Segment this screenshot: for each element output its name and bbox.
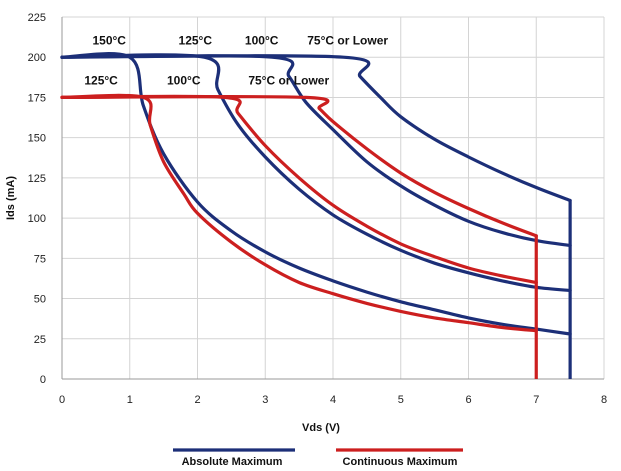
x-tick-label: 8 <box>601 394 607 406</box>
y-tick-label: 150 <box>28 133 46 145</box>
x-tick-label: 3 <box>262 394 268 406</box>
legend-label: Absolute Maximum <box>182 456 283 468</box>
series-line-continuous <box>60 95 538 238</box>
temperature-label: 125°C <box>179 33 213 47</box>
grid <box>61 16 605 380</box>
temperature-label: 75°C or Lower <box>307 33 388 47</box>
y-tick-label: 200 <box>28 52 46 64</box>
axes: Vds (V) Ids (mA) 02550751001251501752002… <box>5 12 607 434</box>
annotations: 150°C 125°C 100°C 75°C or Lower 125°C 100°C 75… <box>84 33 388 87</box>
temperature-label: 100°C <box>245 33 279 47</box>
series-line-absolute <box>60 53 572 293</box>
series-line-continuous <box>60 94 538 285</box>
x-tick-label: 4 <box>330 394 336 406</box>
y-tick-label: 225 <box>28 12 46 24</box>
series-line-absolute <box>60 54 572 248</box>
y-tick-label: 175 <box>28 92 46 104</box>
series-line-absolute <box>60 54 572 202</box>
y-tick-label: 125 <box>28 173 46 185</box>
y-axis-title: Ids (mA) <box>5 176 17 220</box>
series-line-continuous <box>60 93 538 333</box>
x-tick-label: 6 <box>465 394 471 406</box>
x-tick-label: 0 <box>59 394 65 406</box>
temperature-label: 150°C <box>92 33 126 47</box>
x-tick-label: 5 <box>398 394 404 406</box>
legend-label: Continuous Maximum <box>343 456 458 468</box>
x-tick-label: 7 <box>533 394 539 406</box>
x-tick-label: 2 <box>194 394 200 406</box>
y-tick-label: 0 <box>40 374 46 386</box>
temperature-label: 125°C <box>84 74 118 88</box>
temperature-label: 100°C <box>167 74 201 88</box>
series <box>60 52 572 379</box>
y-tick-label: 75 <box>34 253 46 265</box>
y-tick-label: 25 <box>34 334 46 346</box>
y-tick-label: 100 <box>28 213 46 225</box>
temperature-label: 75°C or Lower <box>248 74 329 88</box>
x-tick-label: 1 <box>127 394 133 406</box>
legend: Absolute Maximum Continuous Maximum <box>173 448 463 468</box>
y-tick-label: 50 <box>34 294 46 306</box>
x-axis-title: Vds (V) <box>302 422 340 434</box>
